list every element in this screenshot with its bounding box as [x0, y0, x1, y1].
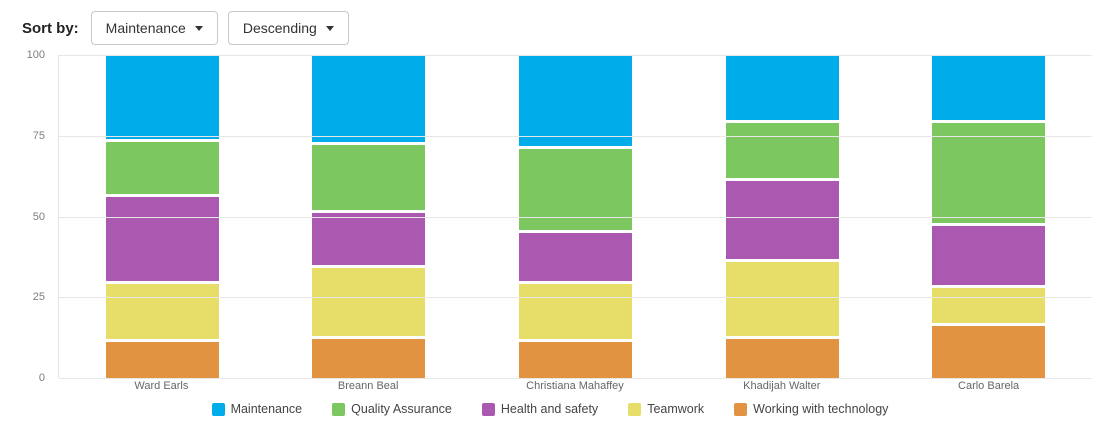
y-axis-tick-50: 50: [32, 210, 45, 223]
bar-segment-quality-assurance[interactable]: [312, 145, 426, 214]
bar-column: [266, 55, 473, 378]
bar-segment-health-and-safety[interactable]: [725, 180, 839, 262]
bar-segment-maintenance[interactable]: [518, 55, 632, 149]
bar-segment-health-and-safety[interactable]: [312, 213, 426, 269]
legend-swatch-icon: [211, 402, 225, 416]
legend-item-health-and-safety[interactable]: Health and safety: [481, 402, 599, 416]
bar-segment-health-and-safety[interactable]: [105, 197, 219, 285]
stacked-bar-christiana-mahaffey: [518, 55, 632, 378]
legend-item-teamwork[interactable]: Teamwork: [628, 402, 704, 416]
bar-segment-working-with-technology[interactable]: [518, 342, 632, 378]
bar-segment-teamwork[interactable]: [725, 261, 839, 340]
caret-down-icon: [325, 25, 334, 31]
legend-item-quality-assurance[interactable]: Quality Assurance: [332, 402, 452, 416]
x-axis-label: Breann Beal: [337, 380, 399, 392]
legend-label: Health and safety: [500, 402, 599, 416]
bar-segment-teamwork[interactable]: [312, 268, 426, 340]
legend-swatch-icon: [332, 402, 346, 416]
caret-down-icon: [194, 25, 203, 31]
bar-segment-teamwork[interactable]: [518, 284, 632, 343]
bar-column: [679, 55, 886, 378]
bar-segment-working-with-technology[interactable]: [725, 339, 839, 378]
plot-area: 100 75 50 25 0: [27, 49, 1092, 384]
bar-segment-working-with-technology[interactable]: [105, 342, 219, 378]
gridline-y-75: [59, 135, 1092, 137]
bar-segment-health-and-safety[interactable]: [932, 226, 1046, 288]
legend-label: Maintenance: [230, 402, 303, 416]
legend-swatch-icon: [481, 402, 495, 416]
gridline-y-100: [59, 55, 1092, 56]
x-axis-labels: Ward Earls Breann Beal Christiana Mahaffey…: [58, 380, 1092, 392]
bar-column: [885, 55, 1092, 378]
bar-segment-quality-assurance[interactable]: [932, 122, 1046, 227]
legend-label: Quality Assurance: [351, 402, 452, 416]
bar-segment-quality-assurance[interactable]: [518, 148, 632, 233]
bar-segment-teamwork[interactable]: [105, 284, 219, 343]
y-axis-tick-0: 0: [38, 372, 45, 384]
stacked-bar-carlo-barela: [932, 55, 1046, 378]
sort-direction-value: Descending: [242, 20, 317, 36]
bar-segment-quality-assurance[interactable]: [105, 142, 219, 198]
chart-legend: Maintenance Quality Assurance Health and s…: [0, 402, 1100, 416]
gridline-y-25: [59, 297, 1092, 299]
y-axis-tick-100: 100: [26, 49, 45, 61]
stacked-bar-breann-beal: [312, 55, 426, 378]
bars-container: [59, 55, 1092, 378]
legend-swatch-icon: [734, 402, 748, 416]
sort-toolbar: Sort by: Maintenance Descending: [22, 10, 349, 46]
x-axis-label: Khadijah Walter: [743, 380, 821, 392]
bar-segment-maintenance[interactable]: [105, 55, 219, 143]
legend-label: Teamwork: [647, 402, 705, 416]
bar-segment-working-with-technology[interactable]: [932, 326, 1046, 378]
bar-segment-working-with-technology[interactable]: [312, 339, 426, 378]
legend-item-working-with-technology[interactable]: Working with technology: [734, 402, 888, 416]
x-axis-label: Carlo Barela: [958, 380, 1020, 392]
sort-field-value: Maintenance: [105, 20, 186, 36]
legend-label: Working with technology: [753, 402, 889, 416]
bar-segment-maintenance[interactable]: [312, 55, 426, 146]
bar-segment-maintenance[interactable]: [932, 55, 1046, 123]
bar-segment-quality-assurance[interactable]: [725, 122, 839, 181]
bar-segment-health-and-safety[interactable]: [518, 232, 632, 285]
bar-segment-teamwork[interactable]: [932, 287, 1046, 327]
x-axis-label: Ward Earls: [134, 380, 189, 392]
sort-field-dropdown[interactable]: Maintenance: [90, 11, 218, 45]
bar-column: [472, 55, 679, 378]
bar-column: [59, 55, 266, 378]
sort-direction-dropdown[interactable]: Descending: [227, 11, 349, 45]
gridline-y-0: [59, 378, 1092, 379]
y-axis-tick-25: 25: [32, 291, 45, 304]
gridline-y-50: [59, 216, 1092, 218]
legend-swatch-icon: [628, 402, 642, 416]
legend-item-maintenance[interactable]: Maintenance: [211, 402, 303, 416]
stacked-bar-khadijah-walter: [725, 55, 839, 378]
sort-by-label: Sort by:: [22, 19, 79, 37]
stacked-bar-ward-earls: [105, 55, 219, 378]
y-axis-tick-75: 75: [32, 129, 45, 142]
bar-segment-maintenance[interactable]: [725, 55, 839, 123]
x-axis-label: Christiana Mahaffey: [526, 380, 624, 392]
